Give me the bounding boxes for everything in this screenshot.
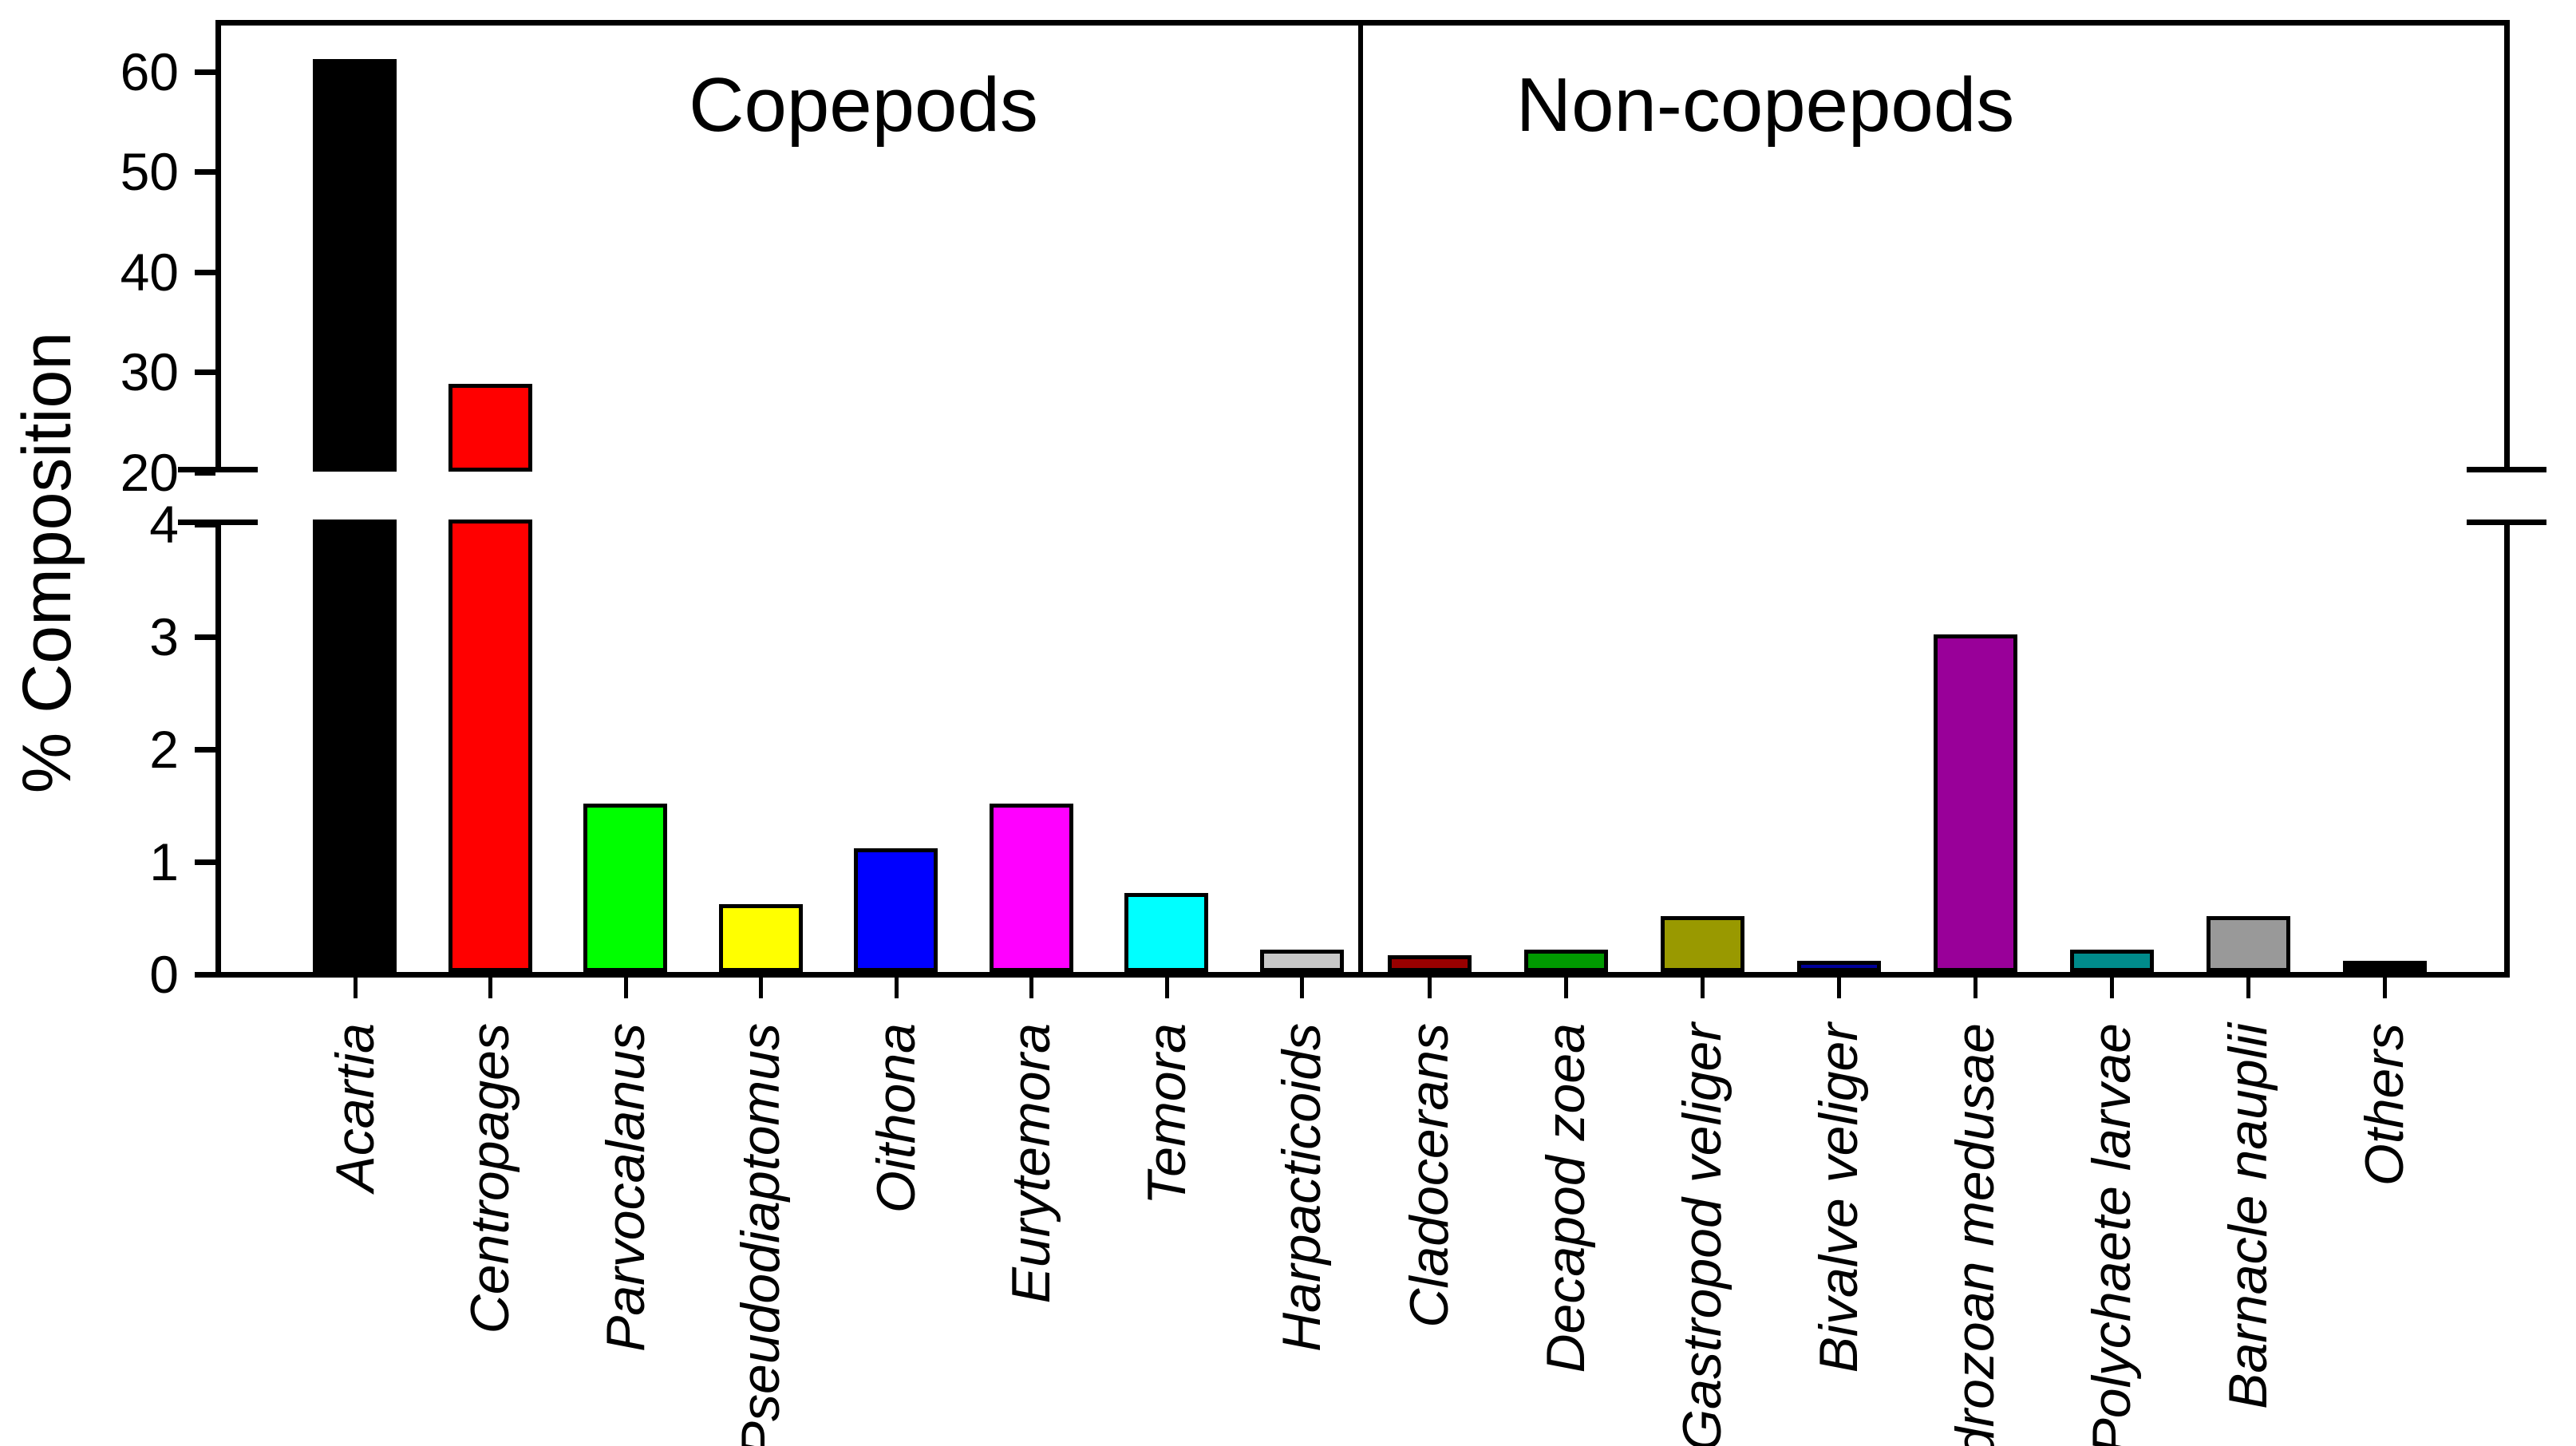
bar-cladocerans <box>1387 954 1472 972</box>
y-axis-left-upper <box>215 20 221 472</box>
x-tick-decapod-zoea <box>1564 978 1568 998</box>
x-tick-eurytemora <box>1029 978 1033 998</box>
bar-acartia-upper <box>313 59 397 472</box>
bar-decapod-zoea <box>1523 949 1608 972</box>
y-tick-40 <box>195 269 215 275</box>
x-category-label-bivalve-veliger: Bivalve veliger <box>1808 1023 1869 1373</box>
x-tick-polychaete-larvae <box>2110 978 2114 998</box>
axis-break-cap-right-top <box>2467 467 2546 472</box>
x-tick-acartia <box>353 978 358 998</box>
y-axis-label: % Composition <box>9 331 85 794</box>
bar-acartia-lower <box>313 520 397 972</box>
y-tick-20 <box>195 470 215 476</box>
y-tick-50 <box>195 169 215 176</box>
x-tick-harpacticoids <box>1300 978 1304 998</box>
y-tick-label-3: 3 <box>149 607 179 666</box>
x-tick-bivalve-veliger <box>1837 978 1841 998</box>
y-tick-30 <box>195 369 215 376</box>
x-category-label-decapod-zoea: Decapod zoea <box>1535 1023 1596 1373</box>
y-tick-label-30: 30 <box>120 342 179 402</box>
bar-centropages-lower <box>448 520 532 972</box>
x-category-label-oithona: Oithona <box>865 1023 926 1214</box>
x-category-label-others: Others <box>2354 1023 2415 1187</box>
bar-parvocalanus <box>583 803 667 972</box>
y-tick-2 <box>195 747 215 753</box>
axis-break-cap-right-bottom <box>2467 520 2546 525</box>
y-tick-label-2: 2 <box>149 720 179 779</box>
bar-oithona <box>854 847 938 972</box>
y-tick-label-20: 20 <box>120 443 179 502</box>
x-axis-baseline <box>215 972 2510 978</box>
x-category-label-acartia: Acartia <box>324 1023 385 1192</box>
y-tick-label-60: 60 <box>120 41 179 101</box>
y-tick-label-1: 1 <box>149 832 179 891</box>
bar-centropages-upper <box>448 384 532 472</box>
y-tick-4 <box>195 522 215 527</box>
x-tick-others <box>2383 978 2387 998</box>
x-category-label-temora: Temora <box>1136 1023 1197 1206</box>
bar-barnacle-nauplii <box>2206 915 2290 972</box>
x-category-label-polychaete-larvae: Polychaete larvae <box>2081 1023 2142 1446</box>
y-tick-label-50: 50 <box>120 142 179 202</box>
axis-break-cap-left-bottom <box>178 520 258 525</box>
y-axis-right-lower <box>2504 520 2510 972</box>
y-axis-right-upper <box>2504 20 2510 472</box>
bar-gastropod-veliger <box>1660 915 1744 972</box>
x-tick-pseudodiaptomus <box>759 978 763 998</box>
x-category-label-centropages: Centropages <box>460 1023 520 1334</box>
x-category-label-barnacle-nauplii: Barnacle nauplii <box>2218 1023 2278 1409</box>
bar-harpacticoids <box>1259 949 1344 972</box>
x-category-label-pseudodiaptomus: Pseudodiaptomus <box>730 1023 791 1446</box>
x-tick-barnacle-nauplii <box>2246 978 2250 998</box>
x-tick-hydrozoan-medusae <box>1973 978 1977 998</box>
bar-bivalve-veliger <box>1796 960 1881 972</box>
panel-title-non-copepods: Non-copepods <box>1515 62 2015 148</box>
x-category-label-cladocerans: Cladocerans <box>1399 1023 1460 1328</box>
axis-break-cap-left-top <box>178 467 258 472</box>
bar-others <box>2342 960 2427 972</box>
y-tick-label-4: 4 <box>149 495 179 554</box>
x-category-label-parvocalanus: Parvocalanus <box>595 1023 656 1353</box>
x-tick-gastropod-veliger <box>1701 978 1705 998</box>
y-tick-0 <box>195 972 215 978</box>
bar-hydrozoan-medusae <box>1933 634 2017 972</box>
x-tick-oithona <box>894 978 899 998</box>
panel-divider <box>1358 20 1363 972</box>
x-tick-parvocalanus <box>623 978 628 998</box>
y-tick-1 <box>195 859 215 865</box>
panel-title-copepods: Copepods <box>689 62 1038 148</box>
x-category-label-hydrozoan-medusae: Hydrozoan medusae <box>1945 1023 2005 1446</box>
bar-pseudodiaptomus <box>718 904 803 972</box>
bar-polychaete-larvae <box>2069 949 2154 972</box>
y-tick-3 <box>195 634 215 640</box>
x-tick-temora <box>1164 978 1169 998</box>
x-category-label-harpacticoids: Harpacticoids <box>1271 1023 1332 1352</box>
x-tick-centropages <box>488 978 492 998</box>
y-tick-60 <box>195 69 215 75</box>
x-tick-cladocerans <box>1428 978 1432 998</box>
y-tick-label-0: 0 <box>149 945 179 1004</box>
y-tick-label-40: 40 <box>120 242 179 302</box>
bar-temora <box>1124 893 1208 972</box>
y-axis-left-lower <box>215 520 221 972</box>
bar-eurytemora <box>989 803 1073 972</box>
x-category-label-eurytemora: Eurytemora <box>1001 1023 1061 1304</box>
x-category-label-gastropod-veliger: Gastropod veliger <box>1672 1023 1732 1446</box>
